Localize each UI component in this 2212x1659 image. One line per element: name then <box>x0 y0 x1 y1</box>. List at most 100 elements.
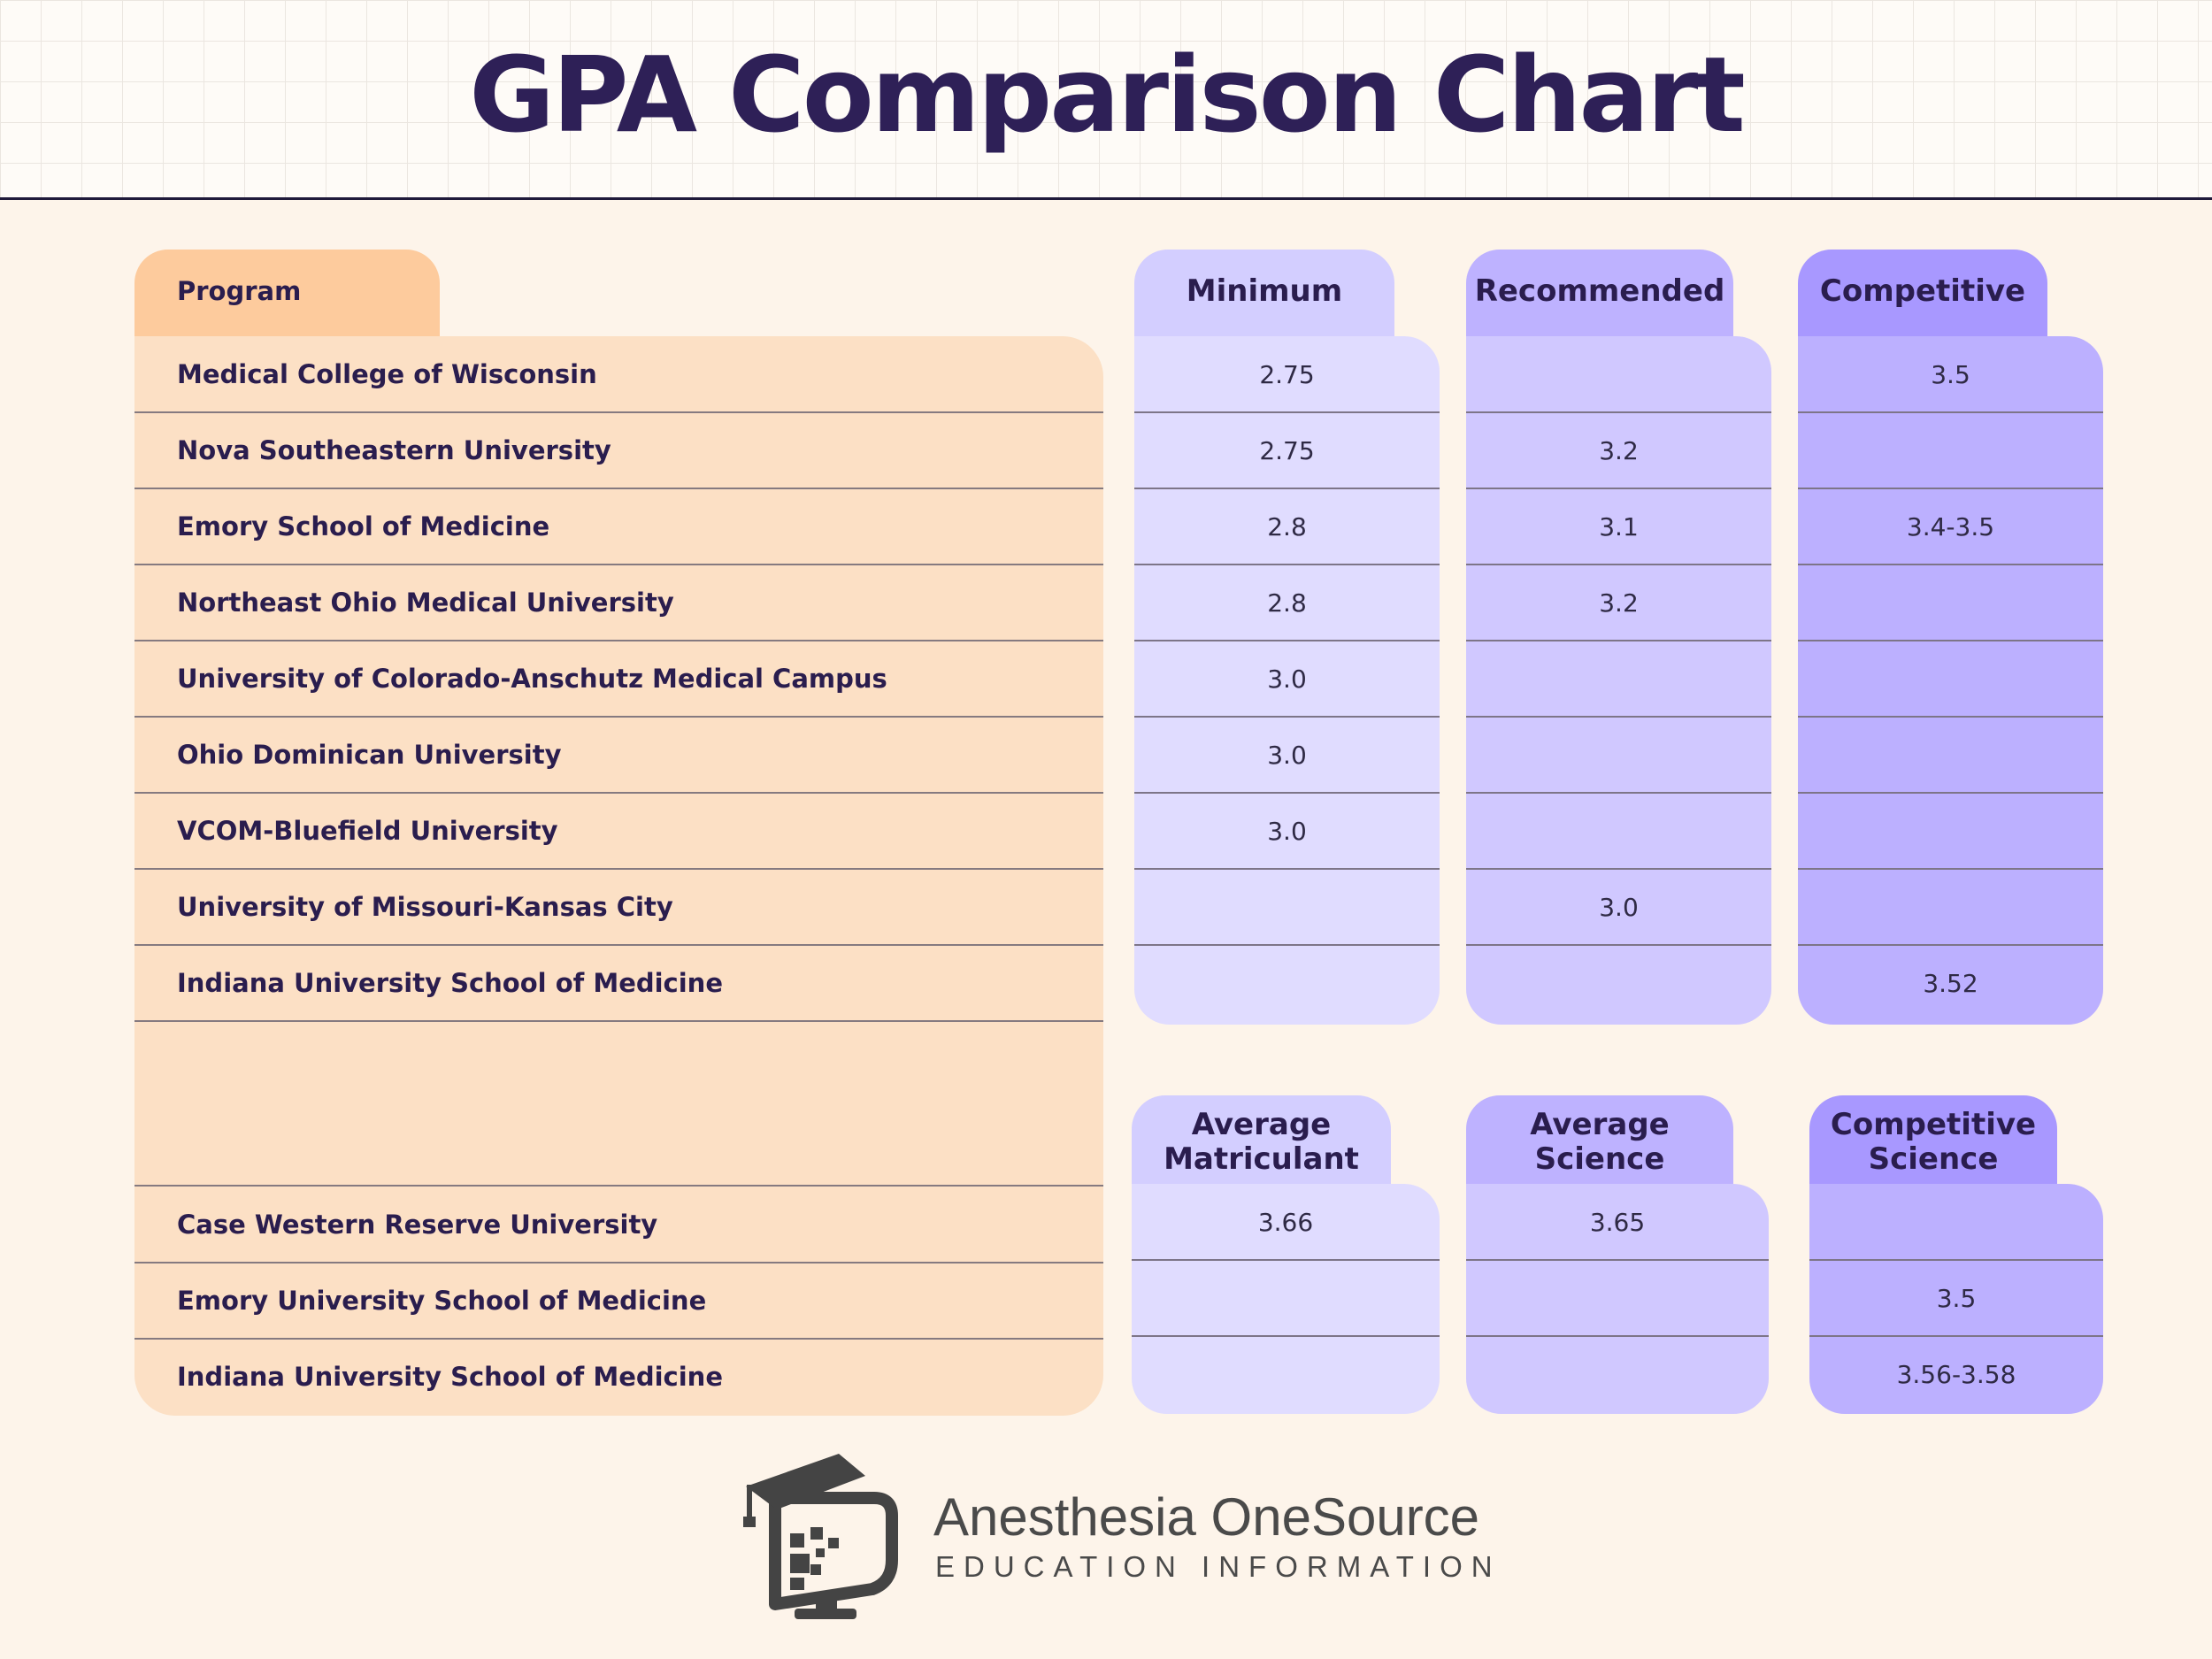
gpa-cell-recommended <box>1466 641 1771 717</box>
program-row: Emory University School of Medicine <box>177 1286 707 1316</box>
brand-name: Anesthesia OneSource <box>933 1487 1480 1547</box>
program-row: Medical College of Wisconsin <box>177 359 597 389</box>
row-divider <box>1132 1259 1440 1261</box>
gpa-cell-competitive <box>1798 565 2103 641</box>
graduation-cap-monitor-icon <box>743 1454 898 1619</box>
gpa-cell-recommended <box>1466 717 1771 793</box>
row-divider <box>1798 564 2103 565</box>
gpa-cell-recommended: 3.0 <box>1599 892 1639 922</box>
row-divider <box>1132 1335 1440 1337</box>
program-row: Case Western Reserve University <box>177 1210 658 1240</box>
row-divider <box>1798 716 2103 718</box>
row-divider <box>1466 564 1771 565</box>
row-divider <box>1466 488 1771 489</box>
row-divider <box>1798 640 2103 641</box>
row-divider <box>1134 716 1440 718</box>
row-divider <box>1134 944 1440 946</box>
gpa-cell-average-science <box>1466 1260 1769 1336</box>
row-divider <box>134 411 1103 413</box>
gpa-cell-minimum: 3.0 <box>1267 816 1307 846</box>
column-header-competitive: Competitive <box>1798 250 2047 347</box>
program-row: University of Colorado-Anschutz Medical … <box>177 664 887 694</box>
row-divider <box>1466 868 1771 870</box>
gpa-cell-competitive-science: 3.5 <box>1936 1283 1977 1313</box>
row-divider <box>1798 944 2103 946</box>
header: GPA Comparison Chart <box>0 0 2212 200</box>
column-panel-average-matriculant: 3.66 <box>1132 1184 1440 1414</box>
row-divider <box>1134 488 1440 489</box>
row-divider <box>1134 868 1440 870</box>
row-divider <box>1134 640 1440 641</box>
program-row: Nova Southeastern University <box>177 435 611 465</box>
row-divider <box>1798 488 2103 489</box>
column-header-average-matriculant: Average Matriculant <box>1132 1095 1391 1194</box>
program-row: VCOM-Bluefield University <box>177 816 558 846</box>
program-column-header: Program <box>134 250 440 347</box>
gpa-cell-competitive <box>1798 717 2103 793</box>
column-panel-competitive-science: 3.5 3.56-3.58 <box>1809 1184 2103 1414</box>
column-panel-competitive: 3.5 3.4-3.5 3.52 <box>1798 336 2103 1025</box>
row-divider <box>1466 792 1771 794</box>
program-row: University of Missouri-Kansas City <box>177 892 673 922</box>
program-row: Northeast Ohio Medical University <box>177 588 674 618</box>
gpa-cell-competitive <box>1798 641 2103 717</box>
gpa-cell-recommended: 3.2 <box>1599 435 1639 465</box>
column-header-recommended: Recommended <box>1466 250 1733 347</box>
page-title: GPA Comparison Chart <box>469 34 1746 156</box>
gpa-cell-competitive <box>1798 412 2103 488</box>
gpa-cell-competitive <box>1798 793 2103 869</box>
column-panel-minimum: 2.75 2.75 2.8 2.8 3.0 3.0 3.0 <box>1134 336 1440 1025</box>
gpa-cell-average-matriculant <box>1132 1260 1440 1336</box>
program-row: Emory School of Medicine <box>177 511 550 541</box>
program-panel <box>134 336 1103 1416</box>
row-divider <box>134 868 1103 870</box>
column-header-minimum: Minimum <box>1134 250 1394 347</box>
gpa-cell-competitive: 3.5 <box>1931 359 1970 389</box>
gpa-cell-minimum <box>1134 945 1440 1021</box>
gpa-cell-recommended: 3.1 <box>1599 511 1639 541</box>
row-divider <box>1466 716 1771 718</box>
gpa-cell-recommended <box>1466 945 1771 1021</box>
gpa-cell-competitive: 3.4-3.5 <box>1906 511 1995 541</box>
brand-tagline: EDUCATION INFORMATION <box>935 1550 1502 1583</box>
row-divider <box>134 488 1103 489</box>
gpa-cell-competitive-science: 3.56-3.58 <box>1896 1359 2016 1389</box>
gpa-cell-recommended <box>1466 336 1771 412</box>
row-divider <box>1466 1259 1769 1261</box>
gpa-cell-competitive-science <box>1809 1184 2103 1260</box>
gpa-cell-average-science: 3.65 <box>1589 1207 1646 1237</box>
gpa-cell-minimum: 2.8 <box>1267 511 1307 541</box>
gpa-cell-recommended: 3.2 <box>1599 588 1639 618</box>
row-divider <box>134 564 1103 565</box>
row-divider <box>134 1338 1103 1340</box>
row-divider <box>134 1185 1103 1187</box>
gpa-cell-average-matriculant: 3.66 <box>1257 1207 1314 1237</box>
gpa-cell-average-science <box>1466 1336 1769 1412</box>
column-header-competitive-science: Competitive Science <box>1809 1095 2057 1194</box>
row-divider <box>134 1262 1103 1263</box>
gpa-cell-minimum <box>1134 869 1440 945</box>
gpa-cell-minimum: 3.0 <box>1267 664 1307 694</box>
row-divider <box>1466 411 1771 413</box>
row-divider <box>1798 411 2103 413</box>
gpa-cell-minimum: 2.75 <box>1259 359 1315 389</box>
row-divider <box>1134 411 1440 413</box>
row-divider <box>134 1020 1103 1022</box>
program-row: Indiana University School of Medicine <box>177 968 724 998</box>
program-row: Ohio Dominican University <box>177 740 562 770</box>
gpa-cell-competitive <box>1798 869 2103 945</box>
row-divider <box>134 716 1103 718</box>
row-divider <box>134 792 1103 794</box>
row-divider <box>1466 640 1771 641</box>
gpa-cell-recommended <box>1466 793 1771 869</box>
program-row: Indiana University School of Medicine <box>177 1362 724 1392</box>
column-panel-recommended: 3.2 3.1 3.2 3.0 <box>1466 336 1771 1025</box>
gpa-cell-competitive: 3.52 <box>1923 968 1978 998</box>
row-divider <box>134 640 1103 641</box>
row-divider <box>1798 868 2103 870</box>
row-divider <box>1809 1335 2103 1337</box>
row-divider <box>1798 792 2103 794</box>
row-divider <box>1466 1335 1769 1337</box>
row-divider <box>1134 792 1440 794</box>
gpa-cell-average-matriculant <box>1132 1336 1440 1412</box>
